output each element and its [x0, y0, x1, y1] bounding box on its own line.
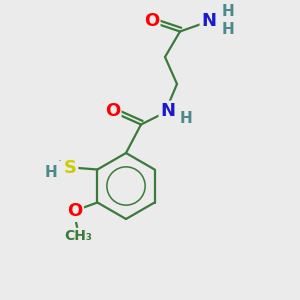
Text: O: O [144, 12, 159, 30]
Text: H: H [44, 165, 57, 180]
Text: O: O [105, 102, 120, 120]
Text: H: H [222, 4, 234, 20]
Text: ·: · [58, 155, 62, 169]
Text: O: O [67, 202, 83, 220]
Text: CH₃: CH₃ [64, 229, 92, 242]
Text: S: S [64, 159, 77, 177]
Text: N: N [160, 102, 175, 120]
Text: H: H [180, 111, 192, 126]
Text: H: H [222, 22, 234, 38]
Text: N: N [201, 12, 216, 30]
